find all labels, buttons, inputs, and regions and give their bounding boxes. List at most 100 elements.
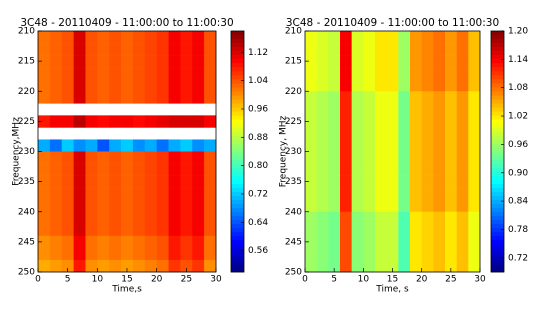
heatmap-cell (456, 67, 469, 80)
heatmap-cell (328, 91, 341, 104)
heatmap-cell (351, 103, 364, 116)
heatmap-cell (445, 163, 457, 176)
heatmap-cell (351, 115, 364, 128)
colorbar-segment (491, 183, 504, 188)
heatmap-cell (85, 151, 98, 164)
heatmap-cell (61, 55, 74, 68)
heatmap-cell (168, 139, 181, 152)
heatmap-cell (340, 103, 352, 116)
heatmap-cell (61, 187, 74, 200)
heatmap-cell (316, 55, 329, 68)
heatmap-cell (156, 175, 169, 188)
heatmap-cell (61, 79, 74, 92)
heatmap-cell (97, 211, 110, 225)
heatmap-cell (456, 55, 469, 68)
heatmap-cell (340, 127, 352, 140)
heatmap-cell (468, 103, 481, 116)
heatmap-cell (156, 31, 169, 44)
heatmap-cell (144, 211, 157, 225)
colorbar-segment (491, 71, 504, 76)
heatmap-cell (192, 223, 205, 237)
heatmap-cell (49, 115, 63, 128)
heatmap-cell (316, 127, 329, 140)
colorbar-frame (490, 30, 505, 273)
heatmap-cell (456, 151, 469, 164)
heatmap-cell (180, 175, 193, 188)
heatmap-cell (386, 175, 399, 188)
heatmap-cell (305, 139, 317, 152)
heatmap-cell (180, 139, 193, 152)
heatmap-cell (433, 43, 446, 56)
heatmap-cell (85, 55, 98, 68)
heatmap-cell (192, 247, 205, 261)
heatmap-cell (386, 259, 399, 273)
colorbar-segment (491, 51, 504, 56)
heatmap-cell (328, 55, 341, 68)
colorbar-segment (231, 199, 244, 205)
heatmap-cell (156, 199, 169, 213)
heatmap-cell (192, 31, 205, 44)
y-tick-label: 245 (18, 237, 35, 247)
y-tick-label: 250 (285, 268, 302, 278)
colorbar-segment (231, 71, 244, 76)
heatmap-cell (468, 31, 481, 44)
colorbar-segment (231, 147, 244, 152)
heatmap-cell (456, 163, 469, 176)
heatmap-cell (204, 211, 217, 225)
colorbar-segment (491, 247, 504, 253)
heatmap-cell (85, 139, 98, 152)
heatmap-cell (445, 127, 457, 140)
heatmap-cell (433, 115, 446, 128)
heatmap-cell (156, 247, 169, 261)
heatmap-cell (316, 139, 329, 152)
heatmap-cell (456, 43, 469, 56)
heatmap-cell (192, 43, 205, 56)
heatmap-cell (456, 211, 469, 225)
heatmap-cell (386, 151, 399, 164)
heatmap-cell (445, 91, 457, 104)
heatmap-cell (386, 199, 399, 213)
heatmap-cell (363, 79, 376, 92)
heatmap-cell (85, 223, 98, 237)
colorbar-segment (231, 187, 244, 192)
heatmap-cell (456, 223, 469, 237)
colorbar-tick-label: 1.04 (248, 76, 268, 86)
heatmap-cell (121, 199, 134, 213)
colorbar-segment (231, 163, 244, 168)
heatmap-cell (180, 199, 193, 213)
heatmap-cell (305, 199, 317, 213)
heatmap-cell (421, 247, 434, 261)
heatmap-cell (73, 199, 86, 213)
heatmap-cell (433, 31, 446, 44)
heatmap-cell (61, 223, 74, 237)
heatmap-cell (468, 163, 481, 176)
heatmap-cell (351, 199, 364, 213)
heatmap-cell (421, 259, 434, 273)
heatmap-cell (73, 55, 86, 68)
heatmap-cell (410, 175, 422, 188)
colorbar-segment (491, 223, 504, 229)
heatmap-cell (38, 31, 51, 44)
heatmap-cell (456, 187, 469, 200)
heatmap-cell (168, 187, 181, 200)
heatmap-cell (204, 139, 217, 152)
heatmap-cell (468, 199, 481, 213)
heatmap-cell (316, 223, 329, 237)
colorbar-segment (231, 167, 244, 172)
heatmap-cell (121, 151, 134, 164)
y-tick-label: 220 (285, 87, 302, 97)
heatmap-cell (363, 235, 376, 249)
heatmap-cell (363, 43, 376, 56)
heatmap-cell (398, 235, 411, 249)
colorbar-segment (491, 79, 504, 84)
heatmap-cell (121, 223, 134, 237)
heatmap-cell (445, 247, 457, 261)
heatmap-cell (410, 211, 422, 225)
heatmap-cell (156, 67, 169, 80)
colorbar-segment (491, 167, 504, 172)
heatmap-cell (192, 175, 205, 188)
heatmap-cell (38, 139, 51, 152)
heatmap-cell (192, 259, 205, 273)
colorbar-segment (231, 175, 244, 180)
colorbar-segment (231, 79, 244, 84)
